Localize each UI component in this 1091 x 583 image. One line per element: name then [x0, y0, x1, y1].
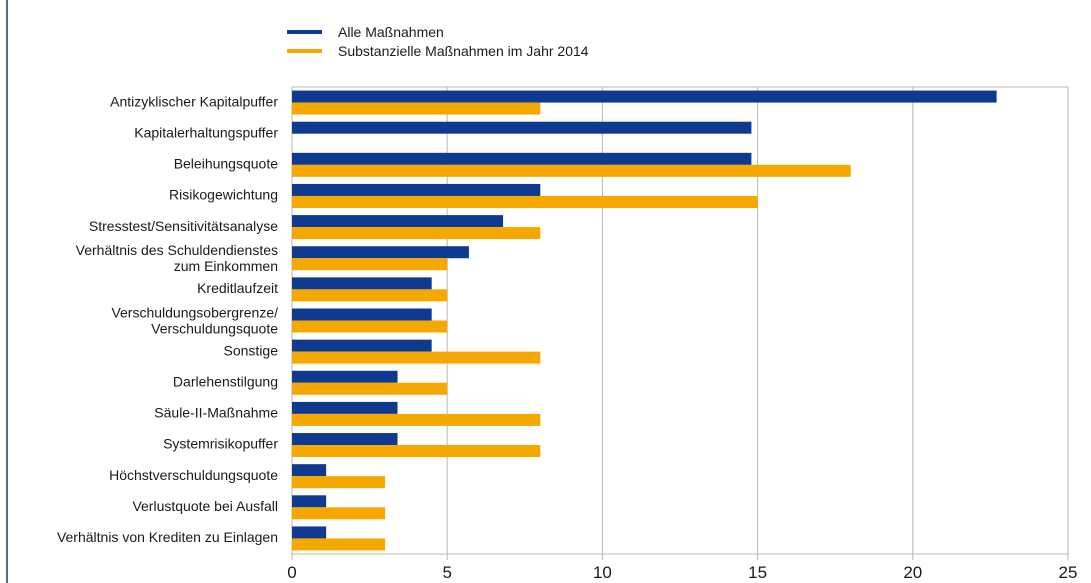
bar-substanzielle-massnahmen: [292, 164, 851, 177]
x-tick-label: 15: [748, 563, 767, 582]
category-label: Kapitalerhaltungspuffer: [134, 124, 278, 140]
bar-substanzielle-massnahmen: [292, 476, 386, 489]
bar-substanzielle-massnahmen: [292, 289, 448, 302]
legend-label-alle: Alle Maßnahmen: [338, 23, 444, 40]
bar-substanzielle-massnahmen: [292, 382, 448, 395]
bar-alle-massnahmen: [292, 308, 432, 321]
bar-substanzielle-massnahmen: [292, 227, 541, 240]
bar-alle-massnahmen: [292, 464, 327, 477]
bar-substanzielle-massnahmen: [292, 195, 758, 208]
bar-alle-massnahmen: [292, 215, 504, 228]
bar-alle-massnahmen: [292, 183, 541, 196]
category-label: Stresstest/Sensitivitätsanalyse: [89, 218, 278, 234]
bar-alle-massnahmen: [292, 526, 327, 539]
category-label: Systemrisikopuffer: [163, 436, 278, 452]
category-label-line: Verschuldungsquote: [151, 321, 278, 337]
category-label: Verlustquote bei Ausfall: [132, 498, 278, 514]
category-label-line: Verhältnis des Schuldendienstes: [76, 242, 278, 258]
legend-item-alle: Alle Maßnahmen: [287, 22, 589, 41]
bar-substanzielle-massnahmen: [292, 102, 541, 115]
bar-alle-massnahmen: [292, 401, 398, 414]
category-label: Verhältnis des Schuldendienstes zum Einko…: [76, 242, 278, 274]
legend-label-substanziell: Substanzielle Maßnahmen im Jahr 2014: [338, 42, 589, 59]
category-label-line: Verschuldungsobergrenze/: [111, 305, 278, 321]
bar-alle-massnahmen: [292, 370, 398, 383]
bar-alle-massnahmen: [292, 495, 327, 508]
x-tick-label: 25: [1059, 563, 1078, 582]
bar-alle-massnahmen: [292, 121, 752, 134]
category-label: Verhältnis von Krediten zu Einlagen: [57, 529, 278, 545]
bar-substanzielle-massnahmen: [292, 445, 541, 458]
category-label: Antizyklischer Kapitalpuffer: [110, 93, 278, 109]
bar-alle-massnahmen: [292, 246, 469, 259]
bar-substanzielle-massnahmen: [292, 351, 541, 364]
x-tick-label: 5: [442, 563, 451, 582]
bar-alle-massnahmen: [292, 90, 997, 103]
bar-substanzielle-massnahmen: [292, 538, 386, 551]
legend-swatch-alle: [287, 29, 322, 34]
category-label: Verschuldungsobergrenze/Verschuldungsquo…: [111, 305, 278, 337]
category-label: Darlehenstilgung: [173, 373, 278, 389]
category-label: Säule-II-Maßnahme: [154, 405, 278, 421]
bar-substanzielle-massnahmen: [292, 320, 448, 333]
bar-substanzielle-massnahmen: [292, 258, 448, 271]
category-label: Sonstige: [224, 342, 279, 358]
bar-substanzielle-massnahmen: [292, 507, 386, 520]
bar-alle-massnahmen: [292, 277, 432, 290]
bar-substanzielle-massnahmen: [292, 413, 541, 426]
left-frame-rule: [6, 0, 8, 583]
category-label: Kreditlaufzeit: [197, 280, 278, 296]
x-tick-label: 20: [903, 563, 922, 582]
category-label-line: zum Einkommen: [174, 258, 278, 274]
legend: Alle Maßnahmen Substanzielle Maßnahmen i…: [287, 22, 589, 60]
bar-alle-massnahmen: [292, 433, 398, 446]
x-tick-label: 10: [593, 563, 612, 582]
category-label: Risikogewichtung: [169, 187, 278, 203]
legend-swatch-substanziell: [287, 48, 322, 53]
legend-item-substanziell: Substanzielle Maßnahmen im Jahr 2014: [287, 41, 589, 60]
bar-alle-massnahmen: [292, 152, 752, 165]
category-label: Beleihungsquote: [174, 156, 279, 172]
bar-alle-massnahmen: [292, 339, 432, 352]
x-tick-label: 0: [287, 563, 296, 582]
category-label: Höchstverschuldungsquote: [109, 467, 278, 483]
